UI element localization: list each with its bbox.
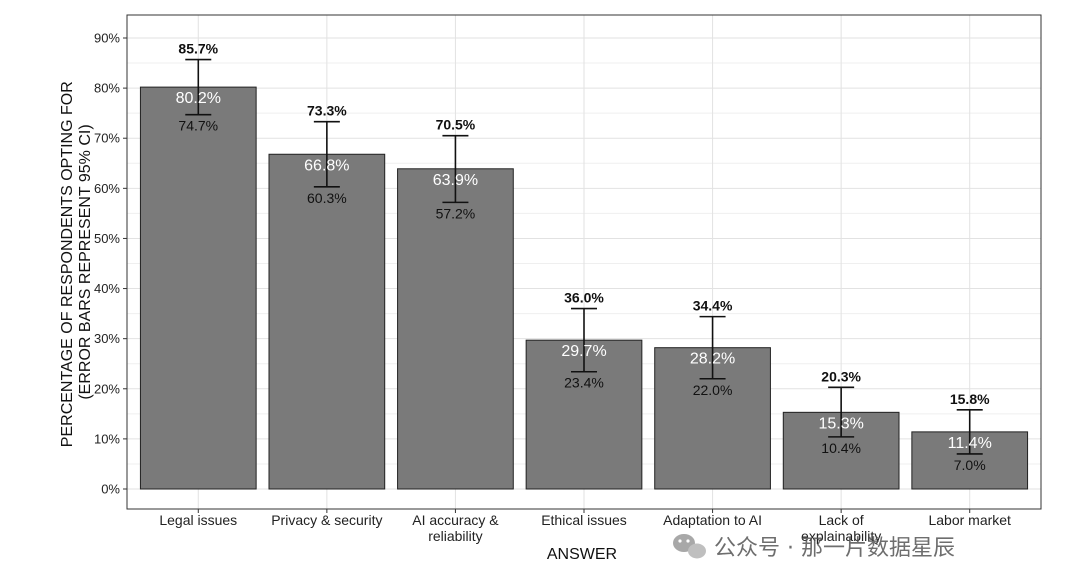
y-axis: 0% 10% 20% 30% 40% 50% 60% 70% 80% 90% — [94, 31, 127, 497]
ci-lower-label: 7.0% — [954, 457, 986, 473]
data-labels: 85.7% 80.2% 74.7% 73.3% 66.8% 60.3% 70.5% 63.9%… — [176, 41, 992, 473]
bar-value-label: 15.3% — [818, 415, 863, 432]
y-axis-title-line-1: PERCENTAGE OF RESPONDENTS OPTING FOR — [59, 81, 76, 447]
y-tick-label: 90% — [94, 31, 120, 46]
x-tick-label: AI accuracy & reliability — [412, 512, 499, 544]
watermark: 公众号 · 那一片数据星辰 — [673, 534, 955, 561]
bar — [268, 153, 386, 490]
ci-upper-label: 34.4% — [693, 298, 733, 314]
ci-upper-label: 20.3% — [821, 368, 861, 384]
y-tick-label: 0% — [101, 482, 120, 497]
y-tick-label: 80% — [94, 81, 120, 96]
ci-lower-label: 60.3% — [307, 190, 347, 206]
bar-value-label: 80.2% — [176, 90, 221, 107]
wechat-icon — [673, 534, 706, 559]
ci-lower-label: 10.4% — [821, 440, 861, 456]
ci-upper-label: 36.0% — [564, 290, 604, 306]
y-tick-label: 70% — [94, 131, 120, 146]
ci-upper-label: 15.8% — [950, 391, 990, 407]
error-bars — [185, 58, 983, 455]
x-tick-label: Legal issues — [159, 512, 237, 528]
y-tick-label: 40% — [94, 281, 120, 296]
x-tick-label: Adaptation to AI — [663, 512, 762, 528]
x-tick-label: Privacy & security — [271, 512, 382, 528]
ci-upper-label: 73.3% — [307, 103, 347, 119]
bar-value-label: 11.4% — [948, 435, 992, 452]
x-axis: Legal issues Privacy & security AI accurac… — [159, 509, 1011, 544]
bar-value-label: 28.2% — [690, 351, 735, 368]
bar — [397, 168, 514, 490]
bar-value-label: 29.7% — [561, 343, 606, 360]
ci-lower-label: 74.7% — [178, 118, 218, 134]
x-tick-label: Lack of explainability — [801, 512, 881, 544]
x-tick-label: Labor market — [928, 512, 1011, 528]
x-tick-label: Ethical issues — [541, 512, 627, 528]
bar-value-label: 66.8% — [304, 157, 349, 174]
y-tick-label: 50% — [94, 231, 120, 246]
ci-lower-label: 23.4% — [564, 375, 604, 391]
y-axis-title: PERCENTAGE OF RESPONDENTS OPTING FOR (ER… — [59, 77, 94, 447]
ci-lower-label: 57.2% — [436, 205, 476, 221]
bar — [139, 86, 257, 490]
y-tick-label: 60% — [94, 181, 120, 196]
ci-lower-label: 22.0% — [693, 382, 733, 398]
y-tick-label: 10% — [94, 431, 120, 446]
watermark-text: 公众号 · 那一片数据星辰 — [714, 536, 955, 561]
bars — [139, 86, 1029, 490]
y-tick-label: 20% — [94, 381, 120, 396]
ci-upper-label: 85.7% — [178, 41, 218, 57]
ci-upper-label: 70.5% — [436, 117, 476, 133]
bar-value-label: 63.9% — [433, 172, 478, 189]
y-axis-title-line-2: (ERROR BARS REPRESENT 95% CI) — [77, 124, 94, 399]
x-axis-title: ANSWER — [547, 546, 617, 563]
y-tick-label: 30% — [94, 331, 120, 346]
